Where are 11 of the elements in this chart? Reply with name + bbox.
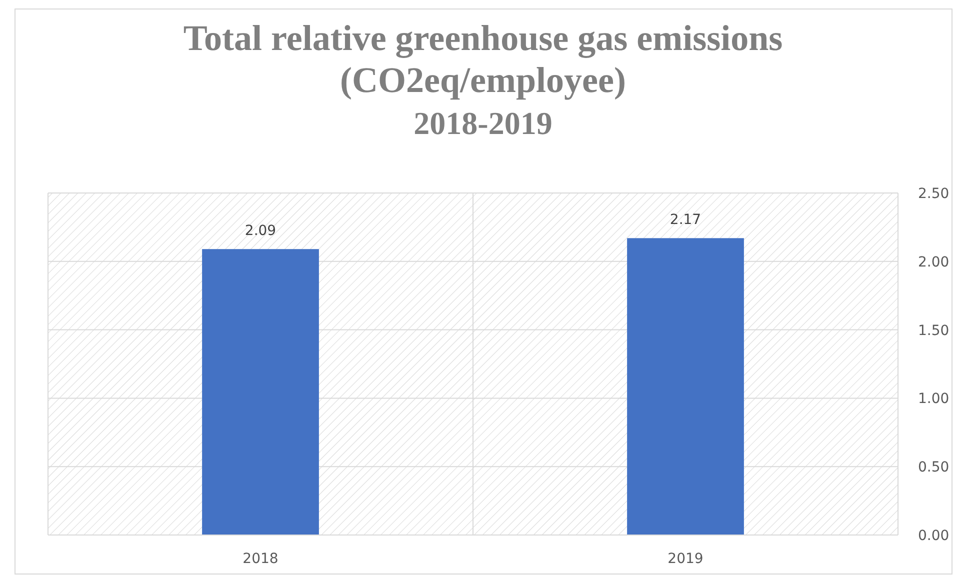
y-tick-label: 2.50 [918, 186, 950, 202]
chart-title: Total relative greenhouse gas emissions (CO2eq/employee) 2018-2019 [183, 18, 783, 141]
y-tick-label: 1.50 [918, 322, 950, 339]
x-tick-label: 2019 [668, 551, 704, 567]
x-tick-label: 2018 [242, 551, 278, 567]
data-label: 2.09 [244, 223, 276, 240]
y-tick-label: 0.50 [918, 460, 950, 476]
data-label: 2.17 [670, 212, 702, 228]
y-tick-label: 2.00 [918, 254, 950, 270]
y-tick-label: 1.00 [918, 391, 950, 408]
y-tick-label: 0.00 [918, 528, 950, 544]
